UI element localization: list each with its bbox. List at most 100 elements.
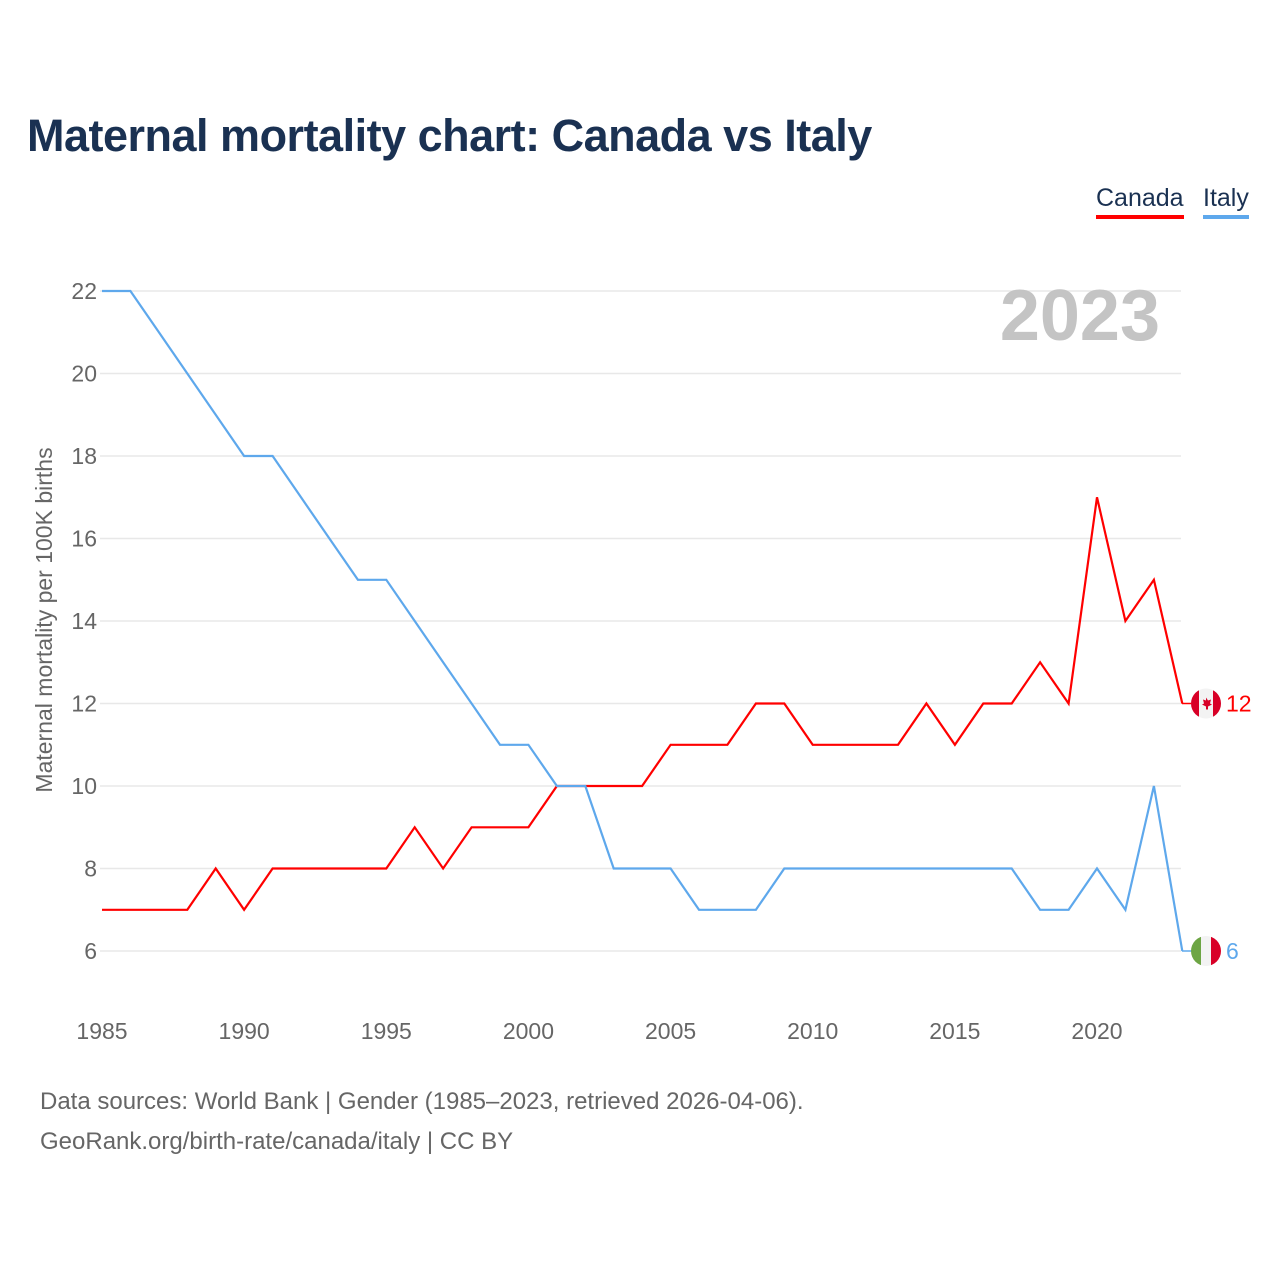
data-point bbox=[326, 536, 332, 542]
data-point bbox=[980, 866, 986, 872]
series-line-italy bbox=[102, 289, 1184, 952]
data-point bbox=[1151, 577, 1157, 583]
x-tick-label: 1995 bbox=[361, 1018, 412, 1044]
data-point bbox=[1122, 618, 1128, 624]
data-point bbox=[639, 866, 645, 872]
data-point bbox=[1151, 783, 1157, 789]
data-point bbox=[1066, 907, 1072, 913]
data-point bbox=[469, 701, 475, 707]
legend-canada[interactable]: Canada bbox=[1096, 184, 1184, 219]
data-point bbox=[355, 866, 361, 872]
data-point bbox=[810, 742, 816, 748]
data-point bbox=[923, 866, 929, 872]
data-point bbox=[895, 742, 901, 748]
data-point bbox=[781, 701, 787, 707]
end-value-label: 12 bbox=[1226, 691, 1252, 717]
y-tick-label: 18 bbox=[71, 443, 97, 469]
data-point bbox=[1009, 701, 1015, 707]
italy-flag-icon bbox=[1191, 936, 1221, 966]
data-point bbox=[1037, 907, 1043, 913]
y-axis-label: Maternal mortality per 100K births bbox=[31, 447, 57, 792]
data-point bbox=[99, 288, 105, 294]
data-point bbox=[383, 577, 389, 583]
data-point bbox=[639, 783, 645, 789]
data-point bbox=[923, 701, 929, 707]
y-tick-label: 6 bbox=[84, 938, 97, 964]
x-tick-label: 2000 bbox=[503, 1018, 554, 1044]
data-point bbox=[867, 866, 873, 872]
y-tick-label: 10 bbox=[71, 773, 97, 799]
data-point bbox=[241, 453, 247, 459]
data-point bbox=[497, 742, 503, 748]
x-tick-label: 1990 bbox=[219, 1018, 270, 1044]
data-point bbox=[668, 742, 674, 748]
data-point bbox=[326, 866, 332, 872]
data-point bbox=[127, 288, 133, 294]
data-point bbox=[525, 824, 531, 830]
data-point bbox=[1094, 494, 1100, 500]
data-point bbox=[753, 701, 759, 707]
y-tick-label: 12 bbox=[71, 691, 97, 717]
end-value-label: 6 bbox=[1226, 938, 1239, 964]
data-point bbox=[668, 866, 674, 872]
data-point bbox=[1066, 701, 1072, 707]
y-tick-label: 14 bbox=[71, 608, 97, 634]
data-point bbox=[952, 742, 958, 748]
data-point bbox=[724, 907, 730, 913]
year-label: 2023 bbox=[1000, 276, 1160, 356]
y-tick-label: 16 bbox=[71, 526, 97, 552]
source-line-2[interactable]: GeoRank.org/birth-rate/canada/italy | CC… bbox=[40, 1128, 514, 1155]
data-point bbox=[1094, 866, 1100, 872]
data-point bbox=[1122, 907, 1128, 913]
data-point bbox=[525, 742, 531, 748]
data-point bbox=[469, 824, 475, 830]
data-point bbox=[383, 866, 389, 872]
data-point bbox=[127, 907, 133, 913]
data-point bbox=[554, 783, 560, 789]
data-point bbox=[298, 494, 304, 500]
data-point bbox=[696, 742, 702, 748]
chart-title: Maternal mortality chart: Canada vs Ital… bbox=[27, 110, 872, 161]
data-point bbox=[213, 412, 219, 418]
data-point bbox=[696, 907, 702, 913]
legend-italy[interactable]: Italy bbox=[1203, 184, 1249, 219]
y-tick-label: 20 bbox=[71, 361, 97, 387]
data-point bbox=[867, 742, 873, 748]
data-point bbox=[412, 618, 418, 624]
data-point bbox=[213, 866, 219, 872]
data-point bbox=[298, 866, 304, 872]
data-point bbox=[184, 371, 190, 377]
data-point bbox=[781, 866, 787, 872]
data-point bbox=[582, 783, 588, 789]
data-point bbox=[980, 701, 986, 707]
data-point bbox=[184, 907, 190, 913]
data-point bbox=[810, 866, 816, 872]
data-point bbox=[611, 783, 617, 789]
data-point bbox=[241, 907, 247, 913]
data-point bbox=[156, 329, 162, 335]
y-tick-label: 22 bbox=[71, 278, 97, 304]
data-point bbox=[440, 659, 446, 665]
series-line-canada bbox=[102, 497, 1184, 912]
data-point bbox=[895, 866, 901, 872]
data-point bbox=[440, 866, 446, 872]
data-point bbox=[355, 577, 361, 583]
data-point bbox=[724, 742, 730, 748]
x-tick-label: 1985 bbox=[76, 1018, 127, 1044]
data-point bbox=[99, 907, 105, 913]
data-point bbox=[497, 824, 503, 830]
data-point bbox=[412, 824, 418, 830]
data-point bbox=[838, 742, 844, 748]
canada-flag-icon bbox=[1191, 688, 1221, 719]
x-tick-label: 2010 bbox=[787, 1018, 838, 1044]
x-tick-label: 2020 bbox=[1071, 1018, 1122, 1044]
data-point bbox=[952, 866, 958, 872]
y-tick-label: 8 bbox=[84, 856, 97, 882]
x-tick-label: 2005 bbox=[645, 1018, 696, 1044]
data-point bbox=[611, 866, 617, 872]
data-point bbox=[270, 866, 276, 872]
source-line-1: Data sources: World Bank | Gender (1985–… bbox=[40, 1088, 804, 1115]
x-tick-label: 2015 bbox=[929, 1018, 980, 1044]
data-point bbox=[753, 907, 759, 913]
